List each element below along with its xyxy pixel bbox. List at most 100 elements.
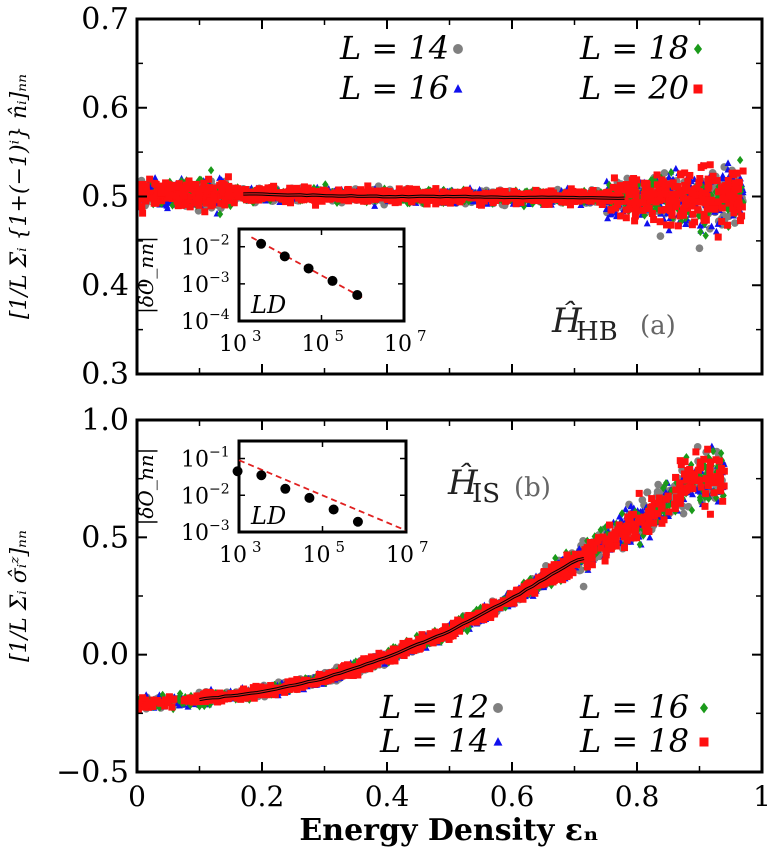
data-point	[453, 196, 461, 204]
data-point	[221, 201, 229, 209]
data-point	[304, 184, 312, 192]
data-point	[199, 191, 207, 199]
legend-label: L = 14	[339, 29, 449, 67]
data-point	[706, 161, 714, 169]
data-point	[705, 182, 713, 190]
data-point	[224, 173, 232, 181]
data-point	[237, 188, 245, 196]
data-point	[175, 196, 183, 204]
data-point	[730, 209, 738, 217]
data-point	[621, 197, 629, 205]
data-point	[708, 201, 716, 209]
data-point	[678, 189, 686, 197]
data-point	[698, 193, 706, 201]
data-point	[378, 187, 386, 195]
data-point	[677, 171, 685, 179]
data-point	[630, 180, 638, 188]
data-point	[639, 206, 647, 214]
data-point	[718, 204, 726, 212]
inset-x-tick-exponent: 3	[252, 327, 262, 345]
data-point	[558, 198, 566, 206]
data-point	[224, 184, 232, 192]
inset: 10 3 10 5 10 710 −210 −310 −4 LD|δO_nn|	[134, 223, 427, 363]
data-point	[679, 211, 687, 219]
data-point	[544, 199, 552, 207]
data-point	[230, 199, 238, 207]
data-point	[201, 208, 209, 216]
data-point	[728, 169, 736, 177]
data-point	[142, 182, 150, 190]
data-point	[709, 172, 717, 180]
data-point	[622, 214, 630, 222]
data-point	[660, 182, 668, 190]
data-point	[504, 191, 512, 199]
data-point	[702, 199, 710, 207]
inset-x-tick-exponent: 7	[417, 327, 427, 345]
data-point	[668, 168, 675, 177]
data-point	[333, 198, 341, 207]
data-point	[665, 180, 673, 188]
data-point	[684, 177, 692, 185]
data-point	[719, 172, 727, 179]
data-point	[311, 196, 319, 204]
scatter-layer	[137, 155, 747, 253]
data-point	[721, 195, 729, 203]
data-point	[735, 178, 743, 186]
data-point	[609, 183, 617, 191]
legend-item: L = 18	[579, 29, 703, 67]
legend-marker	[453, 84, 463, 93]
data-point	[714, 198, 722, 206]
panel-b: −0.50.00.51.00 0.2 0.4 0.6 0.8 1[1/L Σᵢ σ̂ᵢᶻ]…	[7, 403, 771, 813]
data-point	[663, 221, 671, 229]
data-point	[199, 185, 207, 193]
data-point	[667, 221, 675, 229]
data-point	[656, 232, 665, 240]
data-point	[604, 214, 612, 222]
data-point	[371, 202, 379, 209]
data-point	[202, 199, 210, 207]
data-point	[182, 201, 190, 209]
data-point	[300, 183, 308, 191]
data-point	[512, 200, 520, 208]
data-point	[208, 197, 216, 205]
data-point	[151, 174, 159, 181]
data-point	[273, 189, 281, 197]
data-point	[702, 215, 710, 223]
data-point	[732, 186, 740, 194]
data-point	[524, 189, 532, 197]
data-point	[711, 205, 719, 213]
data-point	[315, 188, 323, 196]
data-point	[412, 185, 420, 193]
data-point	[293, 184, 301, 192]
data-point	[138, 203, 146, 211]
data-point	[696, 188, 704, 196]
data-point	[738, 203, 746, 211]
data-point	[544, 188, 552, 196]
data-point	[631, 217, 639, 225]
y-tick-label: 0.6	[81, 91, 129, 126]
data-point	[695, 244, 704, 253]
y-tick-label: 0.3	[81, 357, 129, 392]
data-point	[672, 164, 680, 172]
data-point	[383, 196, 391, 204]
data-point	[668, 210, 676, 218]
data-point	[655, 186, 663, 194]
data-point	[703, 205, 711, 213]
y-tick-label: 0.4	[81, 268, 129, 303]
data-point	[169, 201, 176, 210]
data-point	[602, 191, 610, 199]
data-point	[653, 181, 661, 189]
data-point	[164, 189, 172, 197]
data-point	[653, 171, 661, 179]
data-point	[538, 196, 546, 204]
data-point	[736, 155, 744, 165]
data-point	[610, 174, 618, 182]
data-point	[188, 181, 196, 189]
inset-y-tick-label: 10	[181, 310, 209, 335]
data-point	[658, 176, 666, 184]
data-point	[172, 192, 180, 200]
data-point	[461, 191, 469, 199]
inset-y-label: |δO_nn|	[134, 236, 159, 314]
